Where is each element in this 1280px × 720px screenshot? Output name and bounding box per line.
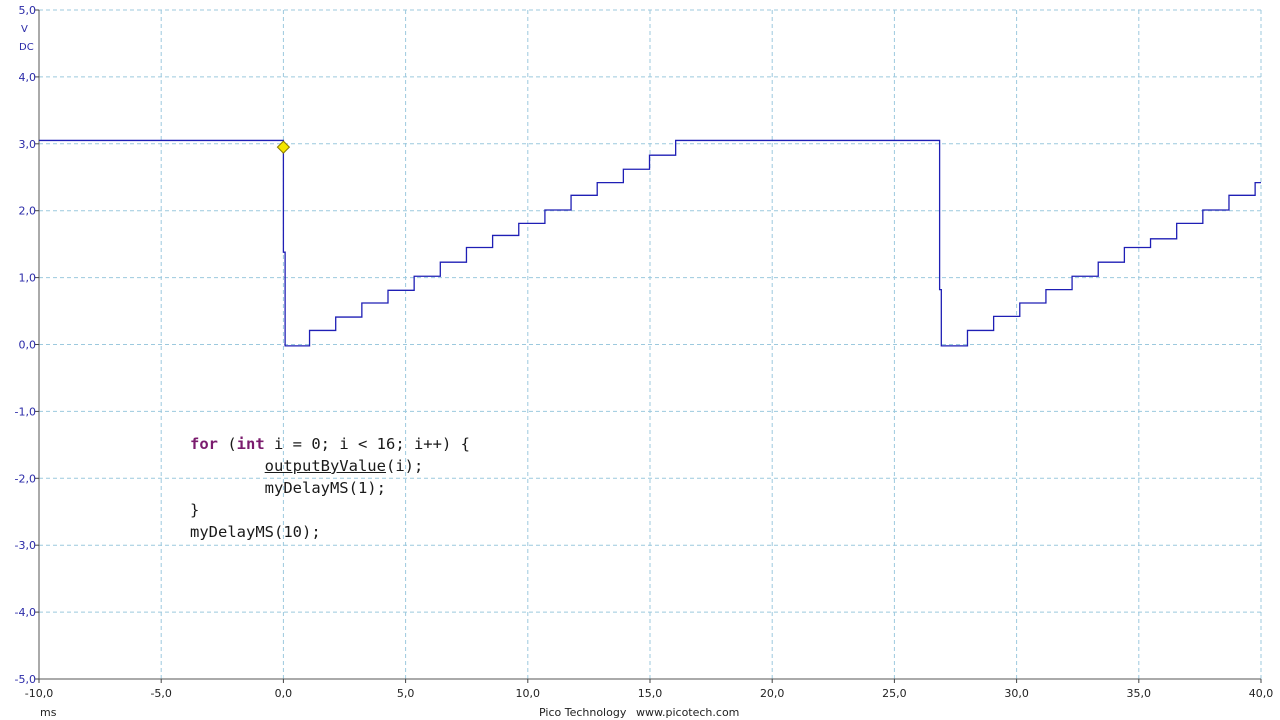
trace-layer: [39, 139, 1261, 347]
code-line: for (int i = 0; i < 16; i++) {: [190, 433, 470, 455]
code-text: [190, 457, 265, 475]
y-tick-label: 0,0: [19, 339, 37, 352]
code-text: (i);: [385, 457, 424, 475]
code-text: i = 0; i < 16; i++) {: [264, 435, 470, 453]
code-text: myDelayMS(1);: [190, 479, 386, 497]
code-line: outputByValue(i);: [190, 455, 470, 477]
y-tick-label: 5,0: [19, 4, 37, 17]
grid: [38, 9, 1262, 680]
code-text: }: [190, 501, 200, 519]
code-text: myDelayMS(10);: [190, 523, 321, 541]
y-tick-label: -2,0: [15, 472, 36, 485]
code-keyword: for: [190, 435, 218, 453]
y-tick-label: 2,0: [19, 205, 37, 218]
footer-url: www.picotech.com: [636, 706, 739, 719]
x-tick-label: 5,0: [397, 687, 415, 700]
y-tick-label: 1,0: [19, 272, 37, 285]
x-tick-label: 15,0: [638, 687, 663, 700]
x-tick-label: -5,0: [150, 687, 171, 700]
y-tick-label: -1,0: [15, 405, 36, 418]
y-tick-label: 4,0: [19, 71, 37, 84]
code-annotation: for (int i = 0; i < 16; i++) { outputByV…: [190, 433, 470, 543]
code-line: }: [190, 499, 470, 521]
code-keyword: int: [236, 435, 265, 453]
x-tick-label: 10,0: [516, 687, 541, 700]
y-tick-label: -4,0: [15, 606, 36, 619]
code-line: myDelayMS(10);: [190, 521, 470, 543]
x-tick-label: 35,0: [1127, 687, 1152, 700]
y-tick-label: -3,0: [15, 539, 36, 552]
x-tick-label: 40,0: [1249, 687, 1274, 700]
x-tick-label: 20,0: [760, 687, 785, 700]
x-tick-label: 25,0: [882, 687, 907, 700]
x-tick-label: -10,0: [25, 687, 53, 700]
trace-series-0: [39, 139, 1261, 347]
x-tick-label: 0,0: [275, 687, 293, 700]
code-line: myDelayMS(1);: [190, 477, 470, 499]
code-text: (: [218, 435, 237, 453]
y-coupling-label: DC: [19, 42, 34, 53]
x-tick-label: 30,0: [1004, 687, 1029, 700]
trigger-marker[interactable]: [276, 140, 291, 154]
x-axis-ticks: -10,0 -5,0 0,0 5,0 10,0 15,0 20,0 25,0 30,0 35,0 4…: [25, 679, 1273, 700]
y-unit-label: V: [21, 24, 28, 35]
x-unit-label: ms: [40, 706, 57, 719]
footer-brand: Pico Technology: [539, 706, 627, 719]
y-tick-label: -5,0: [15, 673, 36, 686]
code-function: outputByValue: [264, 457, 386, 475]
y-axis-ticks: 5,0 4,0 3,0 2,0 1,0 0,0 -1,0 -2,0 -3,0 -4,0 -5,0: [15, 4, 39, 686]
y-tick-label: 3,0: [19, 138, 37, 151]
